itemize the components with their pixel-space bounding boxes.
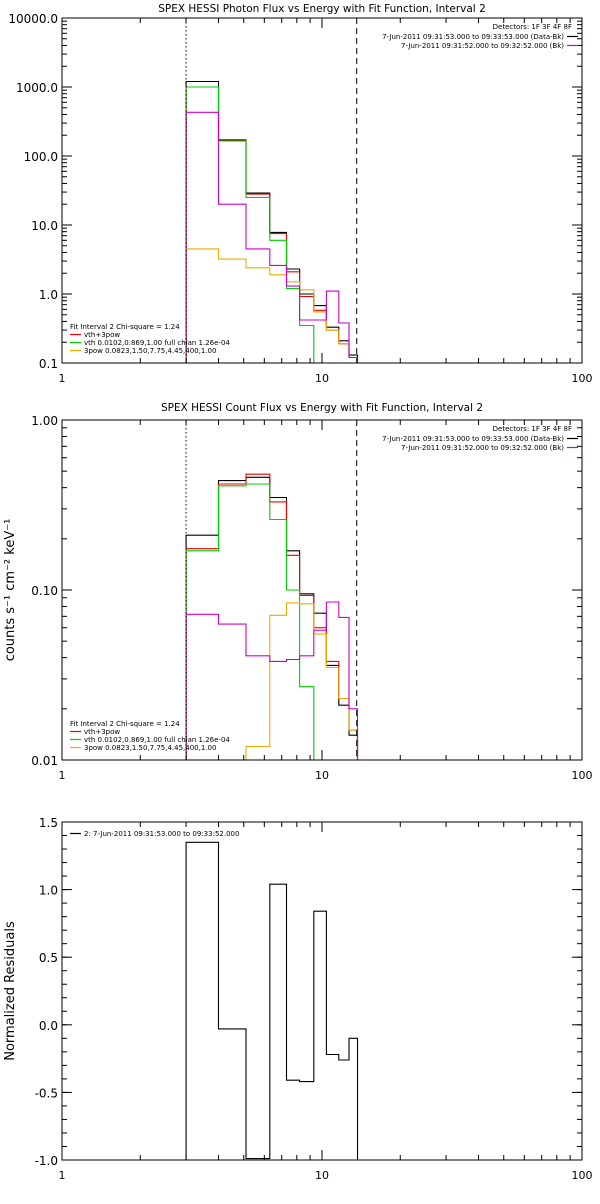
x-tick-label: 10 — [315, 1169, 329, 1182]
detectors-label: Detectors: 1F 3F 4F 8F — [493, 23, 572, 31]
fit-legend-text: 3pow 0.0823,1.50,7.75,4.45,400,1.00 — [84, 744, 216, 752]
y-axis-label: Normalized Residuals — [3, 921, 18, 1061]
y-tick-label: 10.0 — [31, 219, 58, 233]
chart-panel-2: SPEX HESSI Count Flux vs Energy with Fit… — [3, 402, 593, 782]
chart-title: SPEX HESSI Count Flux vs Energy with Fit… — [161, 402, 483, 414]
y-axis-label: counts s⁻¹ cm⁻² keV⁻¹ — [3, 519, 18, 662]
y-tick-label: -1.0 — [35, 1154, 58, 1168]
series-line-3 — [185, 483, 368, 760]
series-line-1 — [185, 841, 359, 1160]
header-legend-text: 7-Jun-2011 09:31:53.000 to 09:33:53.000 … — [382, 33, 564, 41]
x-tick-label: 100 — [572, 769, 593, 782]
x-tick-label: 10 — [315, 372, 329, 385]
series-line-3 — [185, 86, 358, 363]
fit-legend-title: Fit Interval 2 Chi-square = 1.24 — [70, 323, 180, 331]
axes-frame — [61, 821, 583, 1161]
y-tick-label: 1000.0 — [16, 81, 58, 95]
fit-legend-text: 3pow 0.0823,1.50,7.75,4.45,400,1.00 — [84, 347, 216, 355]
x-tick-label: 1 — [59, 769, 66, 782]
y-tick-label: 0.1 — [39, 357, 58, 371]
header-legend-text: 7-Jun-2011 09:31:53.000 to 09:33:53.000 … — [382, 435, 564, 443]
chart-panel-1: SPEX HESSI Photon Flux vs Energy with Fi… — [8, 3, 592, 385]
fit-legend-text: vth+3pow — [84, 728, 120, 736]
x-tick-label: 1 — [59, 372, 66, 385]
x-tick-label: 1 — [59, 1169, 66, 1182]
series-line-4 — [186, 602, 368, 760]
fit-legend-text: vth 0.0102,0.869,1.00 full chian 1.26e-0… — [84, 339, 230, 347]
y-tick-label: 100.0 — [24, 150, 58, 164]
y-tick-label: 0.0 — [39, 1019, 58, 1033]
header-legend-text: 7-Jun-2011 09:31:52.000 to 09:32:52.000 … — [401, 42, 564, 50]
plot-area — [185, 80, 359, 363]
y-tick-label: 10000.0 — [8, 12, 58, 26]
fit-legend-title: Fit Interval 2 Chi-square = 1.24 — [70, 720, 180, 728]
y-tick-label: -0.5 — [35, 1086, 58, 1100]
series-line-1 — [185, 80, 359, 363]
axes-frame — [61, 17, 583, 364]
fit-legend-text: vth 0.0102,0.869,1.00 full chian 1.26e-0… — [84, 736, 230, 744]
plot-area — [185, 841, 359, 1160]
x-tick-label: 100 — [572, 1169, 593, 1182]
y-tick-label: 1.0 — [39, 288, 58, 302]
series-line-2 — [185, 86, 359, 363]
chart-title: SPEX HESSI Photon Flux vs Energy with Fi… — [158, 3, 486, 15]
y-tick-label: 1.00 — [31, 414, 58, 428]
plot-area — [185, 473, 368, 760]
header-legend-text: 7-Jun-2011 09:31:52.000 to 09:32:52.000 … — [401, 444, 564, 452]
y-tick-label: 0.5 — [39, 951, 58, 965]
axes-frame — [61, 419, 583, 761]
chart-panel-3: 1 10 100 -1.0 -0.5 0.0 0.5 1.0 1.5 Normalized Res… — [3, 816, 593, 1182]
x-tick-label: 10 — [315, 769, 329, 782]
series-line-5 — [185, 601, 368, 760]
series-line-5 — [185, 111, 359, 363]
y-tick-label: 1.0 — [39, 884, 58, 898]
x-tick-label: 100 — [572, 372, 593, 385]
y-tick-label: 0.10 — [31, 584, 58, 598]
detectors-label: Detectors: 1F 3F 4F 8F — [493, 425, 572, 433]
y-tick-label: 1.5 — [39, 816, 58, 830]
y-tick-label: 0.01 — [31, 754, 58, 768]
fit-legend-text: vth+3pow — [84, 331, 120, 339]
residual-legend-text: 2: 7-Jun-2011 09:31:53.000 to 09:33:52.0… — [84, 830, 239, 838]
